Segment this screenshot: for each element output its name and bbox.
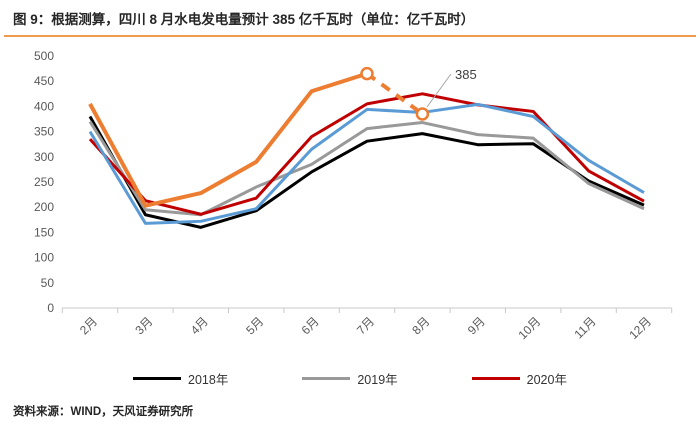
- legend-swatch: [471, 377, 520, 380]
- legend-item-1: 2019年: [302, 369, 398, 388]
- series-line: [88, 120, 645, 217]
- y-axis-label: 50: [41, 276, 55, 290]
- series-line: [88, 102, 645, 225]
- legend-label: 2019年: [357, 373, 398, 387]
- series-2018年: [88, 115, 645, 229]
- forecast-marker: [360, 66, 374, 81]
- y-axis-label: 0: [47, 301, 54, 315]
- series-line: [88, 71, 368, 208]
- x-axis-label: 3月: [132, 314, 155, 337]
- y-axis-label: 150: [34, 225, 54, 239]
- legend-label: 2018年: [188, 373, 229, 387]
- x-axis: 2月 3月 4月 5月 6月 7月 8月 9月 10月 11月 12月: [61, 307, 673, 342]
- legend-item-2: 2020年: [471, 369, 567, 388]
- annotation-label: 385: [455, 67, 477, 82]
- x-axis-label: 2月: [77, 314, 100, 337]
- series-blue: [88, 102, 645, 225]
- y-axis-label: 450: [34, 74, 54, 88]
- legend-item-0: 2018年: [133, 369, 228, 388]
- chart-legend: 2018年 2019年 2020年: [0, 369, 700, 388]
- x-axis-label: 7月: [354, 314, 377, 337]
- legend-label: 2020年: [526, 373, 567, 387]
- forecast-dashed-line: [365, 72, 424, 116]
- series-line: [88, 115, 645, 229]
- title-divider: [4, 35, 696, 37]
- y-axis-label: 500: [34, 49, 54, 63]
- figure-title: 图 9：根据测算，四川 8 月水电发电量预计 385 亿千瓦时（单位：亿千瓦时）: [13, 12, 475, 27]
- forecast-marker: [415, 107, 430, 121]
- annotation-385: 385: [426, 67, 477, 108]
- annotation-leader-line: [426, 73, 452, 108]
- series-orange: [88, 66, 430, 208]
- y-axis-label: 300: [34, 150, 54, 164]
- y-axis-label: 100: [34, 251, 54, 265]
- series-line: [88, 92, 645, 216]
- y-axis-label: 200: [34, 200, 54, 214]
- source-note: 资料来源：WIND，天风证券研究所: [13, 406, 194, 418]
- x-axis-label: 11月: [572, 314, 599, 341]
- series-2019年: [88, 120, 645, 217]
- x-axis-label: 9月: [465, 314, 488, 337]
- x-axis-label: 8月: [409, 314, 432, 337]
- x-axis-label: 6月: [299, 314, 322, 337]
- y-axis-label: 350: [34, 125, 54, 139]
- y-axis-label: 400: [34, 99, 54, 113]
- series-2020年: [88, 92, 645, 216]
- x-axis-label: 12月: [626, 314, 654, 342]
- x-axis-label: 4月: [188, 314, 211, 337]
- legend-swatch: [302, 377, 351, 380]
- y-axis-label: 250: [34, 175, 54, 189]
- x-axis-label: 5月: [243, 314, 266, 337]
- legend-swatch: [133, 377, 182, 380]
- x-axis-label: 10月: [515, 314, 543, 342]
